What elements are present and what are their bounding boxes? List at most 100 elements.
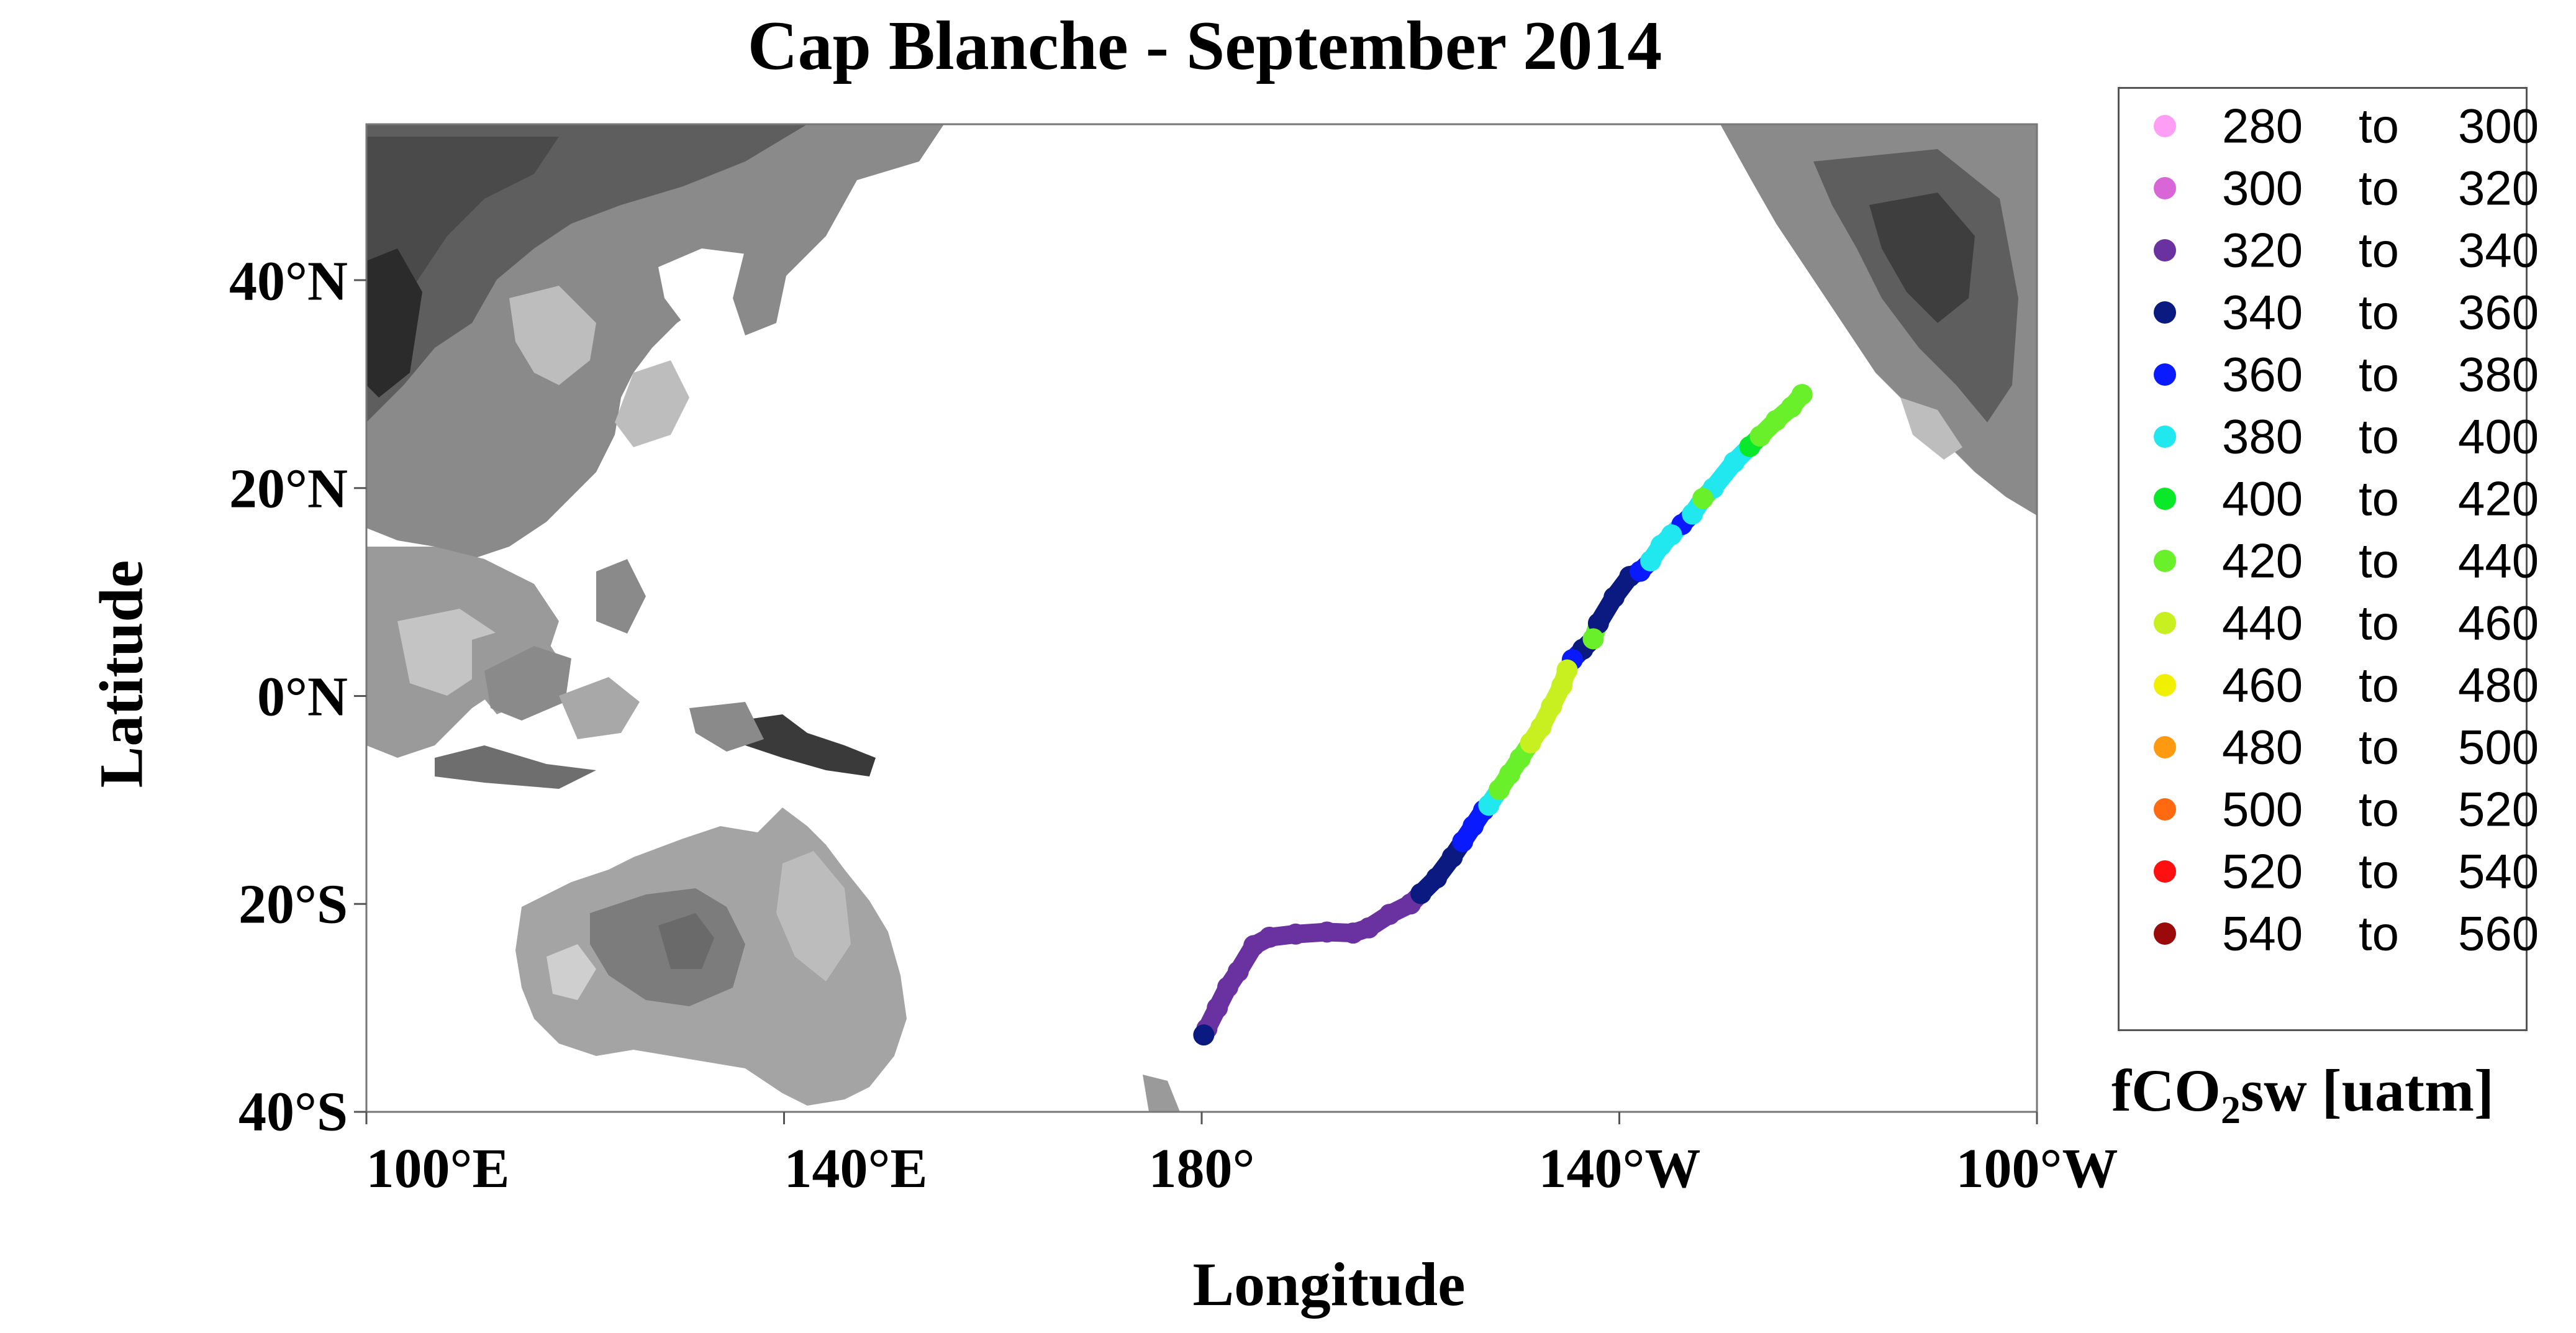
legend-to-word: to: [2359, 844, 2400, 899]
legend-to: 460: [2458, 595, 2539, 650]
track-point: [1227, 961, 1249, 983]
map-background: [366, 124, 2037, 1112]
legend-swatch: [2154, 363, 2176, 386]
legend-to: 520: [2458, 781, 2539, 837]
legend-from: 500: [2222, 781, 2303, 837]
track-point: [1358, 917, 1379, 939]
legend-to: 380: [2458, 347, 2539, 402]
legend-to: 480: [2458, 657, 2539, 712]
legend-from: 460: [2222, 657, 2303, 712]
y-axis-label: Latitude: [86, 560, 156, 788]
legend-to-word: to: [2359, 347, 2400, 402]
map-title: Cap Blanche - September 2014: [747, 7, 1662, 84]
australia-landmass: [515, 808, 907, 1106]
legend-item: 360 to 380: [2120, 347, 2539, 403]
legend-to-word: to: [2359, 98, 2400, 153]
track-point: [1765, 410, 1787, 431]
legend-to-word: to: [2359, 160, 2400, 216]
legend-to: 300: [2458, 98, 2539, 153]
track-point: [1520, 732, 1541, 753]
legend-to-word: to: [2359, 657, 2400, 712]
legend-swatch: [2154, 301, 2176, 324]
track-point: [1541, 696, 1562, 717]
y-tick-label: 20°N: [229, 458, 348, 520]
track-point: [1509, 747, 1531, 769]
y-tick-marks: [354, 279, 366, 1113]
legend-from: 400: [2222, 471, 2303, 526]
legend-to-word: to: [2359, 595, 2400, 650]
legend-from: 420: [2222, 533, 2303, 588]
legend-item: 400 to 420: [2120, 471, 2539, 527]
track-series: [1478, 451, 1745, 816]
track-point: [1603, 586, 1625, 608]
legend: 280 to 300 300 to 320 320 to 340 340 to 360 360 to 380…: [2118, 87, 2539, 1031]
legend-to: 420: [2458, 471, 2539, 526]
track-point: [1478, 794, 1500, 816]
legend-item: 500 to 520: [2120, 781, 2539, 837]
legend-from: 300: [2222, 160, 2303, 216]
legend-to-word: to: [2359, 533, 2400, 588]
legend-swatch: [2154, 798, 2176, 821]
x-axis-label: Longitude: [1192, 1250, 1466, 1319]
legend-from: 520: [2222, 844, 2303, 899]
y-tick-label: 20°S: [238, 873, 348, 935]
legend-from: 320: [2222, 222, 2303, 278]
track-point: [1661, 524, 1682, 546]
track-point: [1692, 488, 1713, 509]
legend-from: 540: [2222, 906, 2303, 961]
legend-item: 540 to 560: [2120, 906, 2539, 962]
legend-to-word: to: [2359, 719, 2400, 775]
legend-to: 320: [2458, 160, 2539, 216]
legend-to: 400: [2458, 409, 2539, 464]
track-point: [1259, 926, 1281, 948]
track-point: [1639, 550, 1661, 571]
legend-item: 460 to 480: [2120, 657, 2539, 713]
legend-to: 540: [2458, 844, 2539, 899]
legend-item: 340 to 360: [2120, 284, 2539, 340]
track-point: [1426, 867, 1448, 889]
legend-swatch: [2154, 115, 2176, 137]
track-series: [1489, 384, 1813, 801]
legend-from: 380: [2222, 409, 2303, 464]
track-point: [1379, 904, 1400, 925]
legend-item: 520 to 540: [2120, 844, 2539, 899]
track-point: [1285, 923, 1307, 945]
legend-swatch: [2154, 177, 2176, 199]
track-point: [1193, 1024, 1215, 1046]
x-tick-label: 180°: [1148, 1138, 1255, 1199]
legend-to: 440: [2458, 533, 2539, 588]
legend-to: 500: [2458, 719, 2539, 775]
indonesia-islands: [435, 646, 876, 789]
track-point: [1556, 659, 1578, 681]
track-point: [1441, 846, 1463, 868]
legend-item: 480 to 500: [2120, 719, 2539, 775]
legend-swatch: [2154, 612, 2176, 634]
track-point: [1499, 763, 1520, 785]
x-tick-label: 140°E: [784, 1138, 928, 1199]
track-point: [1489, 779, 1510, 801]
x-tick-label: 100°W: [1956, 1138, 2118, 1199]
legend-swatch: [2154, 674, 2176, 696]
y-tick-label: 40°S: [238, 1081, 348, 1143]
legend-from: 340: [2222, 284, 2303, 340]
x-tick-label: 100°E: [366, 1138, 510, 1199]
legend-swatch: [2154, 736, 2176, 758]
track-point: [1530, 716, 1552, 738]
legend-swatch: [2154, 860, 2176, 883]
legend-swatch: [2154, 488, 2176, 510]
legend-to-word: to: [2359, 222, 2400, 278]
legend-swatch: [2154, 239, 2176, 262]
track-point: [1452, 830, 1474, 852]
legend-to-word: to: [2359, 781, 2400, 837]
track-point: [1791, 384, 1813, 406]
y-tick-label: 0°N: [257, 666, 348, 728]
legend-to-word: to: [2359, 409, 2400, 464]
track-point: [1243, 935, 1265, 957]
x-tick-label: 140°W: [1538, 1138, 1701, 1199]
track-point: [1723, 451, 1745, 473]
legend-item: 440 to 460: [2120, 595, 2539, 651]
legend-title: fCO2sw [uatm]: [2111, 1057, 2494, 1132]
legend-swatch: [2154, 550, 2176, 572]
north-america-landmass: [1720, 124, 2037, 516]
legend-from: 280: [2222, 98, 2303, 153]
